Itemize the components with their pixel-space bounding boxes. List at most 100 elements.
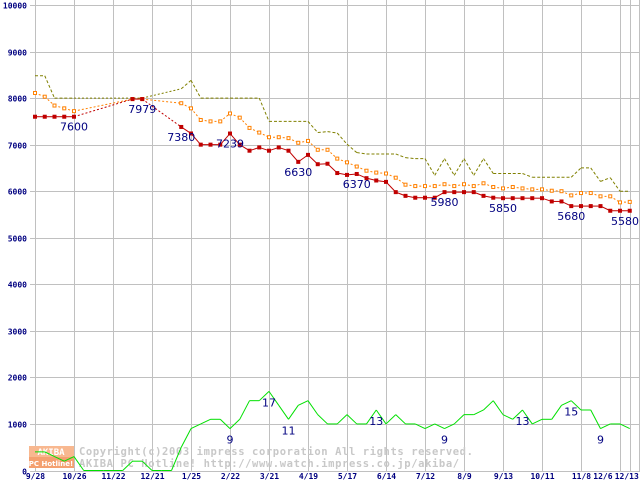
series-shop_count_x100-segment — [522, 409, 533, 425]
series-average-point — [618, 200, 622, 205]
series-average-point — [598, 194, 603, 199]
series-average-point — [315, 147, 320, 152]
series-average-point — [237, 115, 242, 120]
series-min-point — [393, 190, 398, 195]
series-max-segment — [522, 173, 533, 178]
series-average-point — [306, 138, 310, 143]
x-tick-label: 9/13 — [494, 472, 513, 480]
series-average-point — [179, 101, 184, 106]
series-shop_count_x100-segment — [258, 391, 270, 402]
series-shop_count_x100-segment — [219, 418, 231, 429]
series-average-point — [354, 164, 359, 169]
grid — [30, 0, 640, 472]
series-min-point — [598, 204, 603, 209]
series-shop_count_x100-segment — [171, 447, 182, 471]
series-average-point — [559, 189, 564, 194]
series-max-segment — [258, 97, 270, 122]
series-shop_count_x100-segment — [73, 456, 85, 471]
series-max-segment — [395, 153, 406, 159]
series-shop_count_x100-segment — [570, 400, 582, 411]
site-text: AKIBA PC Hotline! http://www.watch.impre… — [79, 458, 460, 470]
series-min-point — [208, 142, 213, 147]
series-max-segment — [463, 158, 475, 176]
series-min-point — [325, 161, 330, 166]
shop-count-label: 9 — [227, 434, 234, 447]
series-average-point — [228, 111, 232, 116]
series-min-point — [276, 145, 281, 150]
series-average — [33, 90, 632, 205]
series-max-segment — [327, 131, 338, 134]
series-min-point — [306, 152, 310, 157]
logo-top-text: AKIBA — [37, 448, 65, 458]
series-average-point — [530, 187, 535, 192]
series-shop_count_x100-segment — [561, 400, 572, 406]
shop-count-label: 15 — [564, 406, 578, 419]
series-min-point — [559, 199, 564, 204]
series-average-point — [364, 168, 369, 173]
y-axis-ticks: 0 1000 2000 3000 4000 5000 6000 7000 8000 9000 100… — [3, 2, 27, 477]
series-min-point — [218, 142, 223, 147]
series-min-point — [315, 162, 320, 167]
series-min-point — [423, 195, 427, 200]
series-min-point — [257, 145, 262, 150]
series-min-point — [588, 204, 593, 209]
shop-count-label: 9 — [597, 434, 604, 447]
series-average-point — [452, 184, 457, 189]
series-average-point — [189, 106, 193, 111]
x-tick-label: 1/25 — [182, 472, 201, 480]
series-min-point — [267, 148, 271, 153]
series-max-segment — [424, 158, 436, 176]
series-shop_count_x100-segment — [551, 405, 562, 420]
shop-count-label: 13 — [516, 415, 530, 428]
x-tick-label: 10/11 — [530, 472, 554, 480]
series-average-point — [491, 185, 496, 190]
x-tick-label: 9/28 — [26, 472, 45, 480]
series-average-point — [403, 182, 408, 187]
y-tick-label: 7000 — [8, 142, 27, 151]
y-tick-label: 6000 — [8, 188, 27, 197]
series-shop_count_x100-segment — [317, 414, 328, 425]
y-tick-label: 2000 — [8, 374, 27, 383]
series-shop_count_x100-segment — [336, 414, 348, 425]
series-shop_count_x100-segment — [307, 400, 319, 415]
y-tick-label: 9000 — [8, 49, 27, 58]
series-max-segment — [434, 158, 445, 176]
series-average-point — [442, 182, 447, 187]
series-min-point — [33, 114, 37, 119]
series-average-point — [325, 147, 330, 152]
min-price-label: 7380 — [167, 131, 195, 144]
series-shop_count_x100-segment — [200, 418, 211, 425]
series-min-point — [618, 208, 622, 213]
series-average-point — [374, 170, 379, 175]
shop-count-label: 13 — [369, 415, 383, 428]
series-average-point — [608, 194, 613, 199]
min-price-label: 5580 — [611, 215, 639, 228]
series-min-point — [189, 131, 193, 136]
series-min-point — [42, 114, 47, 119]
series-average-point — [218, 119, 223, 124]
series-min-point — [364, 176, 369, 181]
series-min-point — [403, 193, 408, 198]
series-shop_count_x100-segment — [229, 418, 241, 429]
series-average-point — [267, 135, 271, 140]
series-min-point — [579, 204, 583, 209]
series-average-point — [423, 184, 427, 189]
y-tick-label: 0 — [22, 468, 27, 477]
series-min-point — [52, 114, 57, 119]
series-shop_count_x100 — [35, 391, 630, 471]
copyright-text: Copyright(c)2003 impress corporation All… — [79, 446, 474, 458]
series-average-point — [510, 185, 515, 190]
series-shop_count_x100-segment — [375, 409, 387, 425]
y-tick-label: 8000 — [8, 95, 27, 104]
series-min-point — [296, 159, 301, 164]
series-average-point — [296, 140, 301, 145]
series-shop_count_x100-segment — [54, 456, 65, 462]
series-average-point — [335, 156, 340, 161]
series-min-point — [237, 142, 242, 147]
series-min-point — [627, 208, 632, 213]
x-tick-label: 11/22 — [101, 472, 125, 480]
series-shop_count_x100-segment — [444, 423, 455, 430]
x-tick-label: 8/9 — [457, 472, 472, 480]
series-shop_count_x100-segment — [278, 405, 289, 420]
series-min-point — [384, 179, 388, 184]
